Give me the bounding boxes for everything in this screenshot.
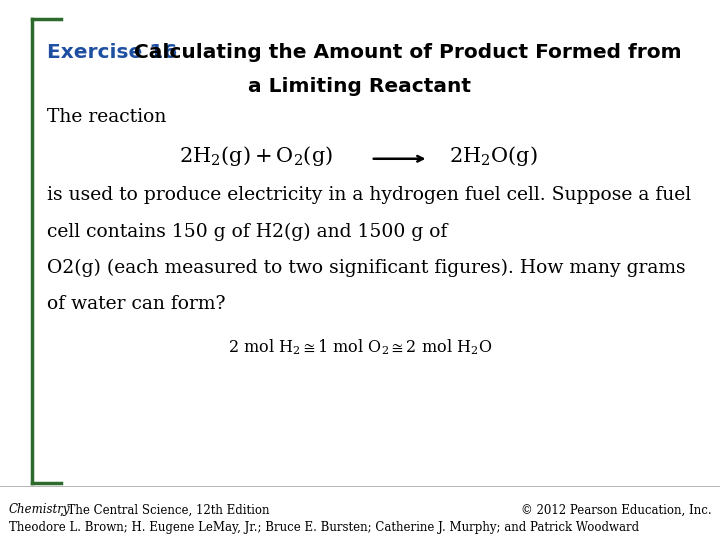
Text: Exercise 16: Exercise 16 (47, 43, 177, 62)
Text: Chemistry: Chemistry (9, 503, 70, 516)
Text: $\mathregular{2H_2(g) + O_2(g)}$: $\mathregular{2H_2(g) + O_2(g)}$ (179, 144, 333, 168)
Text: © 2012 Pearson Education, Inc.: © 2012 Pearson Education, Inc. (521, 503, 711, 516)
Text: , The Central Science, 12th Edition: , The Central Science, 12th Edition (60, 503, 270, 516)
Text: of water can form?: of water can form? (47, 295, 225, 313)
Text: $\mathregular{2H_2O(g)}$: $\mathregular{2H_2O(g)}$ (449, 144, 538, 168)
Text: is used to produce electricity in a hydrogen fuel cell. Suppose a fuel: is used to produce electricity in a hydr… (47, 186, 691, 204)
Text: O2(g) (each measured to two significant figures). How many grams: O2(g) (each measured to two significant … (47, 259, 685, 277)
Text: Theodore L. Brown; H. Eugene LeMay, Jr.; Bruce E. Bursten; Catherine J. Murphy; : Theodore L. Brown; H. Eugene LeMay, Jr.;… (9, 521, 639, 534)
Text: cell contains 150 g of H2(g) and 1500 g of: cell contains 150 g of H2(g) and 1500 g … (47, 222, 447, 241)
Text: Calculating the Amount of Product Formed from: Calculating the Amount of Product Formed… (127, 43, 682, 62)
Text: a Limiting Reactant: a Limiting Reactant (248, 77, 472, 96)
Text: $\mathregular{2\ mol\ H_2 \cong 1\ mol\ O_2 \cong 2\ mol\ H_2O}$: $\mathregular{2\ mol\ H_2 \cong 1\ mol\ … (228, 338, 492, 357)
Text: The reaction: The reaction (47, 108, 166, 126)
